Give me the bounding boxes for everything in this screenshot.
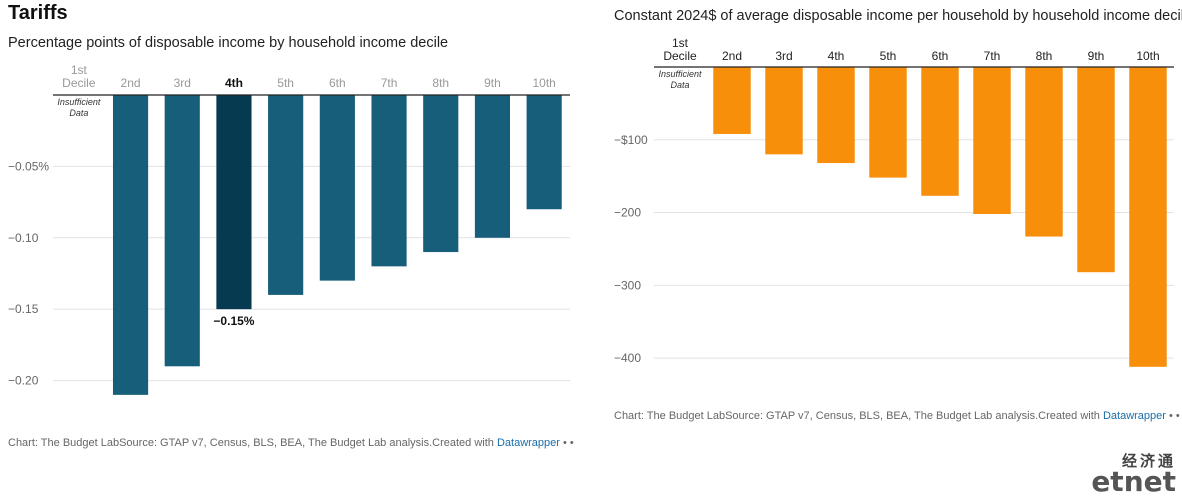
chart1-footer-text: Chart: The Budget LabSource: GTAP v7, Ce… xyxy=(8,437,497,449)
footer-dots: • • xyxy=(1169,410,1180,422)
chart2-x-tick-label: Decile xyxy=(663,49,697,63)
chart1-x-tick-label: 8th xyxy=(432,76,449,90)
chart2-null-label: Insufficient xyxy=(658,69,702,79)
logo-cn-text: 经济通 xyxy=(1121,452,1176,470)
chart2-bar[interactable] xyxy=(869,67,907,178)
chart1-null-label: Insufficient xyxy=(57,97,101,107)
chart2-bar[interactable] xyxy=(713,67,751,134)
chart2-footer: Chart: The Budget LabSource: GTAP v7, Ce… xyxy=(614,410,1180,422)
chart2-bar[interactable] xyxy=(817,67,855,164)
chart2-y-tick-label: −200 xyxy=(614,206,641,220)
chart1-bar[interactable] xyxy=(216,95,252,310)
chart2-bar[interactable] xyxy=(1025,67,1063,237)
chart1-x-tick-label: 6th xyxy=(329,76,346,90)
chart1-y-tick-label: −0.15 xyxy=(8,302,39,316)
chart1-y-tick-label: −0.20 xyxy=(8,374,39,388)
chart1-bar[interactable] xyxy=(112,95,149,395)
chart2-footer-text: Chart: The Budget LabSource: GTAP v7, Ce… xyxy=(614,410,1103,422)
chart2-x-tick-label: 9th xyxy=(1088,49,1105,63)
logo-en-text: etnet xyxy=(1091,465,1176,498)
chart2-x-tick-label: 8th xyxy=(1036,49,1053,63)
chart2-x-tick-label: 4th xyxy=(828,49,845,63)
chart1-bar[interactable] xyxy=(526,95,562,210)
chart2-x-tick-label: 10th xyxy=(1136,49,1159,63)
chart1-x-tick-label: Decile xyxy=(62,76,96,90)
chart1-y-tick-label: −0.10 xyxy=(8,231,39,245)
datawrapper-link[interactable]: Datawrapper xyxy=(496,437,560,449)
chart1-bar[interactable] xyxy=(371,95,407,267)
chart1-x-tick-label: 7th xyxy=(381,76,398,90)
chart1-bar[interactable] xyxy=(423,95,459,253)
chart1-bar[interactable] xyxy=(268,95,304,295)
chart2-bar[interactable] xyxy=(921,67,959,196)
etnet-logo: 经济通 etnet xyxy=(1091,450,1176,498)
chart1-bar[interactable] xyxy=(474,95,511,238)
chart2-null-label: Data xyxy=(670,80,689,90)
chart1-x-tick-label: 9th xyxy=(484,76,501,90)
datawrapper-link[interactable]: Datawrapper xyxy=(1102,410,1166,422)
chart2-y-tick-label: −300 xyxy=(614,278,641,292)
chart2-bar[interactable] xyxy=(973,67,1011,214)
chart1-data-label: −0.15% xyxy=(213,314,254,328)
footer-dots: • • xyxy=(563,437,574,449)
chart1-x-tick-label: 5th xyxy=(277,76,294,90)
chart2-bar[interactable] xyxy=(1077,67,1115,273)
chart2-x-tick-label: 6th xyxy=(932,49,949,63)
chart1-x-tick-label: 1st xyxy=(71,63,88,77)
chart2-bar[interactable] xyxy=(1129,67,1167,367)
chart2-y-tick-label: −$100 xyxy=(614,133,648,147)
chart1-x-tick-label: 3rd xyxy=(174,76,191,90)
chart2-subtitle: Constant 2024$ of average disposable inc… xyxy=(614,8,1182,24)
chart2-x-tick-label: 3rd xyxy=(775,49,792,63)
chart2-x-tick-label: 1st xyxy=(672,36,689,50)
chart1-bar[interactable] xyxy=(164,95,200,367)
chart2-y-tick-label: −400 xyxy=(614,351,641,365)
chart1-x-tick-label: 2nd xyxy=(121,76,141,90)
chart1-x-tick-label: 10th xyxy=(532,76,555,90)
chart1-x-tick-label: 4th xyxy=(225,76,243,90)
chart2-x-tick-label: 2nd xyxy=(722,49,742,63)
chart2-x-tick-label: 7th xyxy=(984,49,1001,63)
chart2-x-tick-label: 5th xyxy=(880,49,897,63)
chart1-footer: Chart: The Budget LabSource: GTAP v7, Ce… xyxy=(8,437,574,449)
page-title: Tariffs xyxy=(8,2,68,24)
chart1-null-label: Data xyxy=(69,108,88,118)
chart1-subtitle: Percentage points of disposable income b… xyxy=(8,35,449,51)
chart1-y-tick-label: −0.05% xyxy=(8,159,49,173)
chart2-bar[interactable] xyxy=(765,67,803,155)
chart1-bar[interactable] xyxy=(319,95,355,281)
